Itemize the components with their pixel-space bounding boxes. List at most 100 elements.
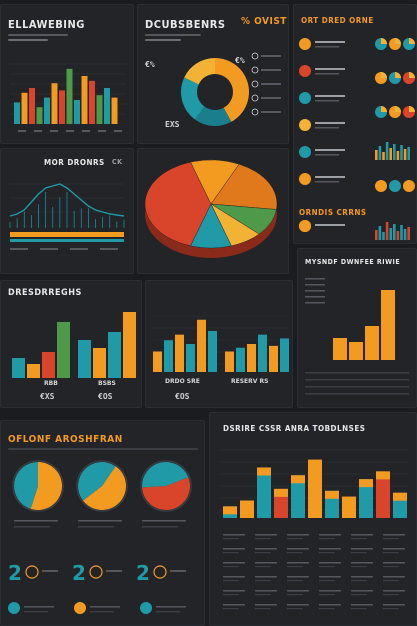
bar <box>104 88 110 124</box>
panel-bottom-right: DSRIRE CSSR ANRA TOBDLNSES <box>209 412 417 626</box>
text-line <box>319 562 341 564</box>
text-line <box>319 590 341 592</box>
bar <box>96 95 103 124</box>
text-line <box>351 534 373 536</box>
text-line <box>255 562 277 564</box>
bar <box>44 97 50 124</box>
line-chart-mid-left <box>9 183 125 250</box>
mini-bar <box>403 229 407 240</box>
text-line <box>255 534 277 536</box>
donut-slice <box>184 58 215 85</box>
bar <box>57 322 70 378</box>
mini-bar <box>375 230 378 240</box>
stat-icon <box>153 565 167 579</box>
bar <box>257 467 271 518</box>
mini-bar <box>389 148 392 160</box>
text-line <box>223 552 239 554</box>
text-line <box>255 604 277 606</box>
bottom-icon <box>140 602 152 614</box>
bar-cap <box>274 488 288 497</box>
row-desc-line <box>315 100 339 102</box>
panel-top-right-mid-title: ORNDIS CRRNS <box>299 208 367 217</box>
text-line <box>305 379 409 381</box>
text-line <box>383 534 405 536</box>
text-line <box>142 520 186 522</box>
text-line <box>255 590 277 592</box>
mini-pie <box>375 180 387 192</box>
pie-slice <box>144 161 212 247</box>
bars-left-caption-left: RBB <box>44 380 58 387</box>
text-line <box>319 534 341 536</box>
row-icon <box>299 38 311 50</box>
text-line <box>383 552 399 554</box>
bar <box>333 338 347 360</box>
text-line <box>14 526 50 528</box>
text-line <box>287 534 309 536</box>
bar <box>280 338 289 372</box>
bar <box>74 100 80 124</box>
bar <box>89 80 95 124</box>
tick-label <box>114 130 122 132</box>
bottom-icon <box>8 602 20 614</box>
bottom-icon <box>74 602 86 614</box>
pie-chart-3d <box>144 159 278 258</box>
bar <box>81 76 88 124</box>
text-line <box>156 606 186 608</box>
bar-cap <box>359 479 373 488</box>
mini-bar <box>407 147 410 160</box>
bar <box>51 83 58 124</box>
mini-pie-slice <box>409 106 415 112</box>
tick-label <box>18 130 26 132</box>
tick-label <box>50 130 58 132</box>
pie-slice <box>142 461 189 488</box>
mini-pie-slice <box>409 72 415 78</box>
bar-cap <box>257 467 271 476</box>
text-line <box>305 393 409 395</box>
bar <box>376 471 390 518</box>
mini-pie-slice <box>395 38 401 44</box>
legend-line <box>100 248 118 250</box>
tick-label <box>66 130 74 132</box>
text-line <box>287 590 309 592</box>
legend-marker <box>251 80 259 88</box>
row-desc-line <box>315 181 339 183</box>
text-line <box>383 576 405 578</box>
baseline-band <box>10 232 124 237</box>
legend-marker <box>251 52 259 60</box>
mini-bar <box>393 144 396 160</box>
panel-mid-right: MYSNDF DWNFEE RIWIE <box>297 248 417 408</box>
text-line <box>383 580 399 582</box>
bar <box>27 364 40 378</box>
legend-line <box>261 111 281 113</box>
panel-bars-left: DRESDRREGHS RBB BSBS €XS €OS <box>0 280 142 408</box>
title-underline <box>8 34 68 36</box>
pie-slice <box>14 462 38 509</box>
text-line <box>90 606 120 608</box>
text-line <box>383 604 405 606</box>
text-line <box>305 296 325 298</box>
panel-mid-pie: €%% 0 <box>137 148 289 274</box>
bar <box>21 92 28 124</box>
bar <box>153 351 162 372</box>
text-line <box>106 570 122 572</box>
bar <box>365 326 379 360</box>
panel-bars-left-title: DRESDRREGHS <box>8 288 82 298</box>
legend-line <box>70 248 88 250</box>
text-line <box>305 372 409 374</box>
row-desc-line <box>315 154 339 156</box>
bar <box>111 97 118 124</box>
row-icon <box>299 92 311 104</box>
mini-pie-slice <box>381 106 387 112</box>
text-line <box>287 538 303 540</box>
bar-chart-left <box>12 312 136 378</box>
mini-bar <box>389 228 392 240</box>
text-line <box>383 608 399 610</box>
donut-chart-top <box>181 52 281 126</box>
panel-bottom-left-title: OFLONF AROSHFRAN <box>8 434 123 445</box>
row-desc-line <box>315 46 339 48</box>
text-line <box>287 580 303 582</box>
pie-slice <box>142 477 190 510</box>
legend-line <box>261 83 281 85</box>
pie-slice <box>82 466 126 510</box>
bar <box>197 319 206 372</box>
